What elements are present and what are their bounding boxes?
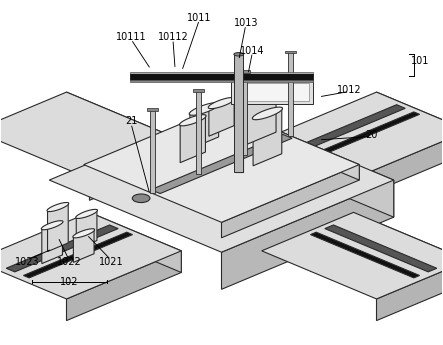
Polygon shape	[209, 98, 234, 136]
Polygon shape	[208, 98, 235, 109]
Bar	[242, 71, 247, 155]
Polygon shape	[89, 213, 181, 273]
Text: 102: 102	[60, 277, 78, 287]
Bar	[234, 54, 243, 172]
Bar	[193, 89, 204, 92]
Polygon shape	[41, 221, 63, 230]
Polygon shape	[222, 165, 359, 238]
Polygon shape	[89, 140, 181, 200]
Polygon shape	[6, 225, 118, 272]
Bar	[130, 74, 313, 80]
Polygon shape	[49, 108, 394, 252]
Polygon shape	[354, 213, 443, 282]
Text: 1012: 1012	[337, 85, 362, 95]
Polygon shape	[189, 102, 219, 115]
Bar	[285, 50, 295, 53]
Polygon shape	[262, 213, 443, 299]
Bar	[231, 80, 313, 104]
Bar	[130, 80, 313, 82]
Text: 21: 21	[125, 116, 137, 126]
Ellipse shape	[132, 194, 150, 203]
Bar	[196, 90, 201, 174]
Polygon shape	[247, 92, 276, 144]
Text: 101: 101	[411, 56, 429, 66]
Text: 1013: 1013	[233, 18, 258, 28]
Polygon shape	[377, 260, 443, 321]
Polygon shape	[76, 209, 97, 218]
Bar	[235, 82, 309, 101]
Polygon shape	[66, 251, 181, 321]
Polygon shape	[262, 92, 443, 179]
Polygon shape	[180, 115, 206, 163]
Text: 20: 20	[365, 130, 378, 140]
Bar	[148, 108, 158, 111]
Polygon shape	[0, 92, 181, 179]
Polygon shape	[311, 232, 420, 278]
Polygon shape	[311, 112, 420, 158]
Polygon shape	[76, 209, 97, 249]
Polygon shape	[73, 229, 95, 238]
Polygon shape	[354, 130, 443, 200]
Polygon shape	[151, 135, 292, 194]
Bar	[239, 70, 250, 72]
Polygon shape	[190, 103, 219, 149]
Polygon shape	[222, 108, 394, 217]
Polygon shape	[179, 115, 206, 126]
Bar	[150, 109, 155, 194]
Ellipse shape	[233, 92, 244, 97]
Polygon shape	[47, 203, 69, 211]
Polygon shape	[247, 91, 277, 104]
Polygon shape	[23, 232, 132, 278]
Ellipse shape	[234, 52, 244, 56]
Polygon shape	[222, 107, 359, 180]
Text: 1014: 1014	[240, 46, 264, 56]
Polygon shape	[66, 92, 181, 162]
Text: 1011: 1011	[187, 13, 212, 23]
Text: 10111: 10111	[116, 32, 146, 42]
Polygon shape	[293, 105, 405, 151]
Bar	[288, 51, 293, 136]
Polygon shape	[253, 107, 282, 166]
Text: 1022: 1022	[57, 257, 82, 267]
Polygon shape	[74, 229, 94, 263]
Polygon shape	[0, 213, 181, 299]
Polygon shape	[325, 225, 437, 272]
Polygon shape	[47, 203, 68, 252]
Polygon shape	[42, 221, 62, 264]
Polygon shape	[222, 180, 394, 289]
Polygon shape	[84, 107, 359, 222]
Text: 1021: 1021	[99, 257, 124, 267]
Text: 1023: 1023	[15, 257, 39, 267]
Polygon shape	[377, 92, 443, 152]
Text: 10112: 10112	[158, 32, 188, 42]
Bar	[235, 96, 243, 172]
Polygon shape	[253, 107, 283, 120]
Bar	[130, 72, 313, 74]
